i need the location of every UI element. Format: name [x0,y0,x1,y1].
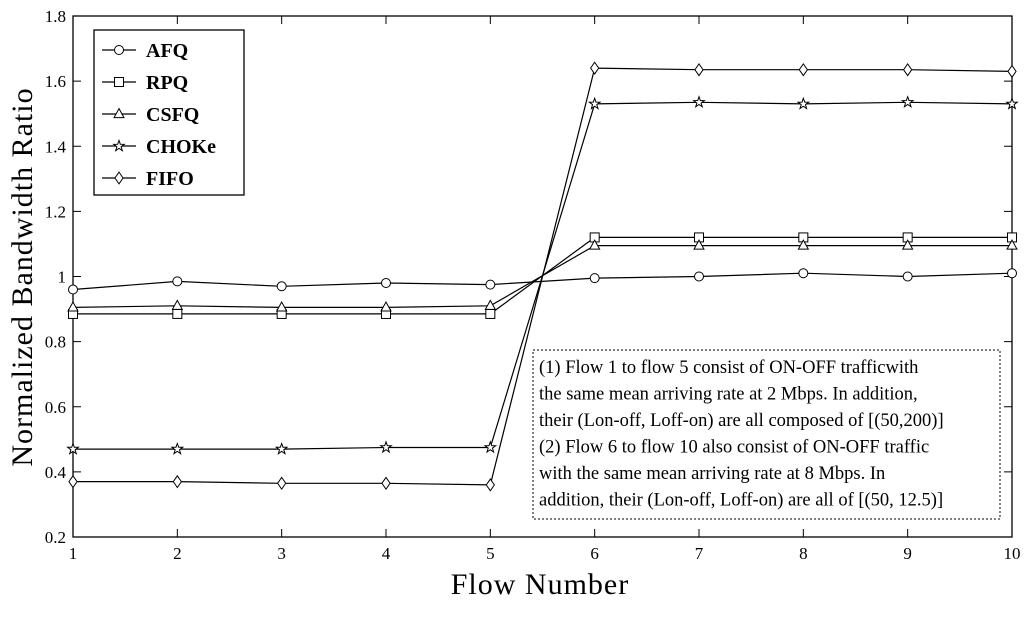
y-tick-label: 1.2 [45,202,66,221]
data-point-afq [172,276,183,287]
data-point-choke [274,442,289,455]
data-point-afq [68,284,78,295]
data-point-csfq [693,239,705,250]
legend-label-choke: CHOKe [146,136,216,158]
x-tick-label: 6 [590,544,599,563]
x-tick-label: 8 [799,544,808,563]
y-tick-label: 0.2 [45,528,66,547]
data-point-fifo [68,474,78,489]
series-line-afq [72,272,1013,291]
axis-ticks-group: 1 2 3 4 5 6 7 8 9 10 0.2 0.4 0.6 0.8 1 1.2 1.4 1.6 1.8 [45,7,1021,563]
legend-label-afq: AFQ [146,40,188,62]
y-tick-label: 1 [58,268,67,287]
data-point-choke [1005,96,1019,110]
y-tick-label: 1.4 [45,137,67,156]
data-point-csfq [484,299,497,310]
data-point-csfq [901,239,914,250]
data-point-fifo [1007,64,1017,79]
legend-marker-fifo [114,171,124,185]
data-point-csfq [171,299,184,310]
data-point-fifo [277,476,287,491]
legend-label-rpq: RPQ [146,72,188,94]
data-point-choke [483,440,498,454]
series-fifo [68,61,1017,492]
data-point-rpq [172,308,183,319]
x-tick-label: 4 [382,544,391,563]
data-point-fifo [590,61,600,75]
legend: AFQ RPQ CSFQ CHOKe FIFO [93,29,245,196]
y-tick-label: 0.8 [45,333,66,352]
data-point-fifo [172,474,182,489]
data-point-afq [902,271,913,282]
y-tick-label: 0.4 [45,463,67,482]
annotation-line: (2) Flow 6 to flow 10 also consist of ON… [539,438,929,458]
data-point-csfq [588,239,601,250]
data-point-afq [276,281,287,292]
series-group [66,61,1019,492]
legend-marker-afq [114,45,124,55]
annotation-box: (1) Flow 1 to flow 5 consist of ON-OFF t… [532,349,1001,520]
x-tick-label: 9 [903,544,912,563]
data-point-csfq [380,300,392,312]
legend-marker-rpq [114,77,124,87]
y-axis-title: Normalized Bandwidth Ratio [6,87,39,466]
annotation-line: with the same mean arriving rate at 8 Mb… [539,464,885,484]
data-point-choke [900,95,915,109]
annotation-line: addition, their (Lon-off, Loff-on) are a… [539,491,943,511]
data-point-afq [1007,268,1017,279]
x-tick-label: 1 [69,544,78,563]
data-point-fifo [694,62,704,77]
data-point-csfq [67,300,79,312]
data-point-afq [589,273,600,284]
legend-marker-choke [112,138,126,152]
annotation-frame [532,349,1001,520]
data-point-afq [381,278,391,289]
x-axis-title: Flow Number [451,568,630,601]
x-tick-label: 7 [695,544,704,563]
x-tick-label: 3 [277,544,286,563]
data-point-choke [170,442,185,455]
series-afq [68,268,1017,295]
data-point-fifo [485,478,495,492]
data-point-fifo [903,62,913,77]
data-point-choke [379,440,393,454]
data-point-afq [694,271,704,282]
data-point-csfq [275,300,288,312]
legend-label-fifo: FIFO [146,168,194,190]
data-point-choke [692,95,706,109]
data-point-csfq [1006,239,1018,250]
data-point-choke [796,96,811,110]
legend-marker-csfq [113,107,125,119]
data-point-choke [66,441,80,455]
data-point-fifo [798,62,808,77]
x-tick-label: 10 [1004,544,1021,563]
y-tick-label: 1.6 [45,72,66,91]
data-point-fifo [381,476,391,491]
y-tick-label: 0.6 [45,398,66,417]
data-point-rpq [485,308,496,319]
series-line-fifo [73,67,1013,486]
annotation-line: the same mean arriving rate at 2 Mbps. I… [539,385,918,405]
x-tick-label: 2 [173,544,182,563]
legend-label-csfq: CSFQ [146,104,199,126]
annotation-line: their (Lon-off, Loff-on) are all compose… [539,411,944,431]
x-tick-label: 5 [486,544,495,563]
data-point-csfq [797,239,810,250]
annotation-line: (1) Flow 1 to flow 5 consist of ON-OFF t… [539,358,918,378]
data-point-choke [587,96,602,110]
data-point-afq [485,279,496,290]
y-tick-label: 1.8 [45,7,66,26]
data-point-afq [798,268,809,279]
